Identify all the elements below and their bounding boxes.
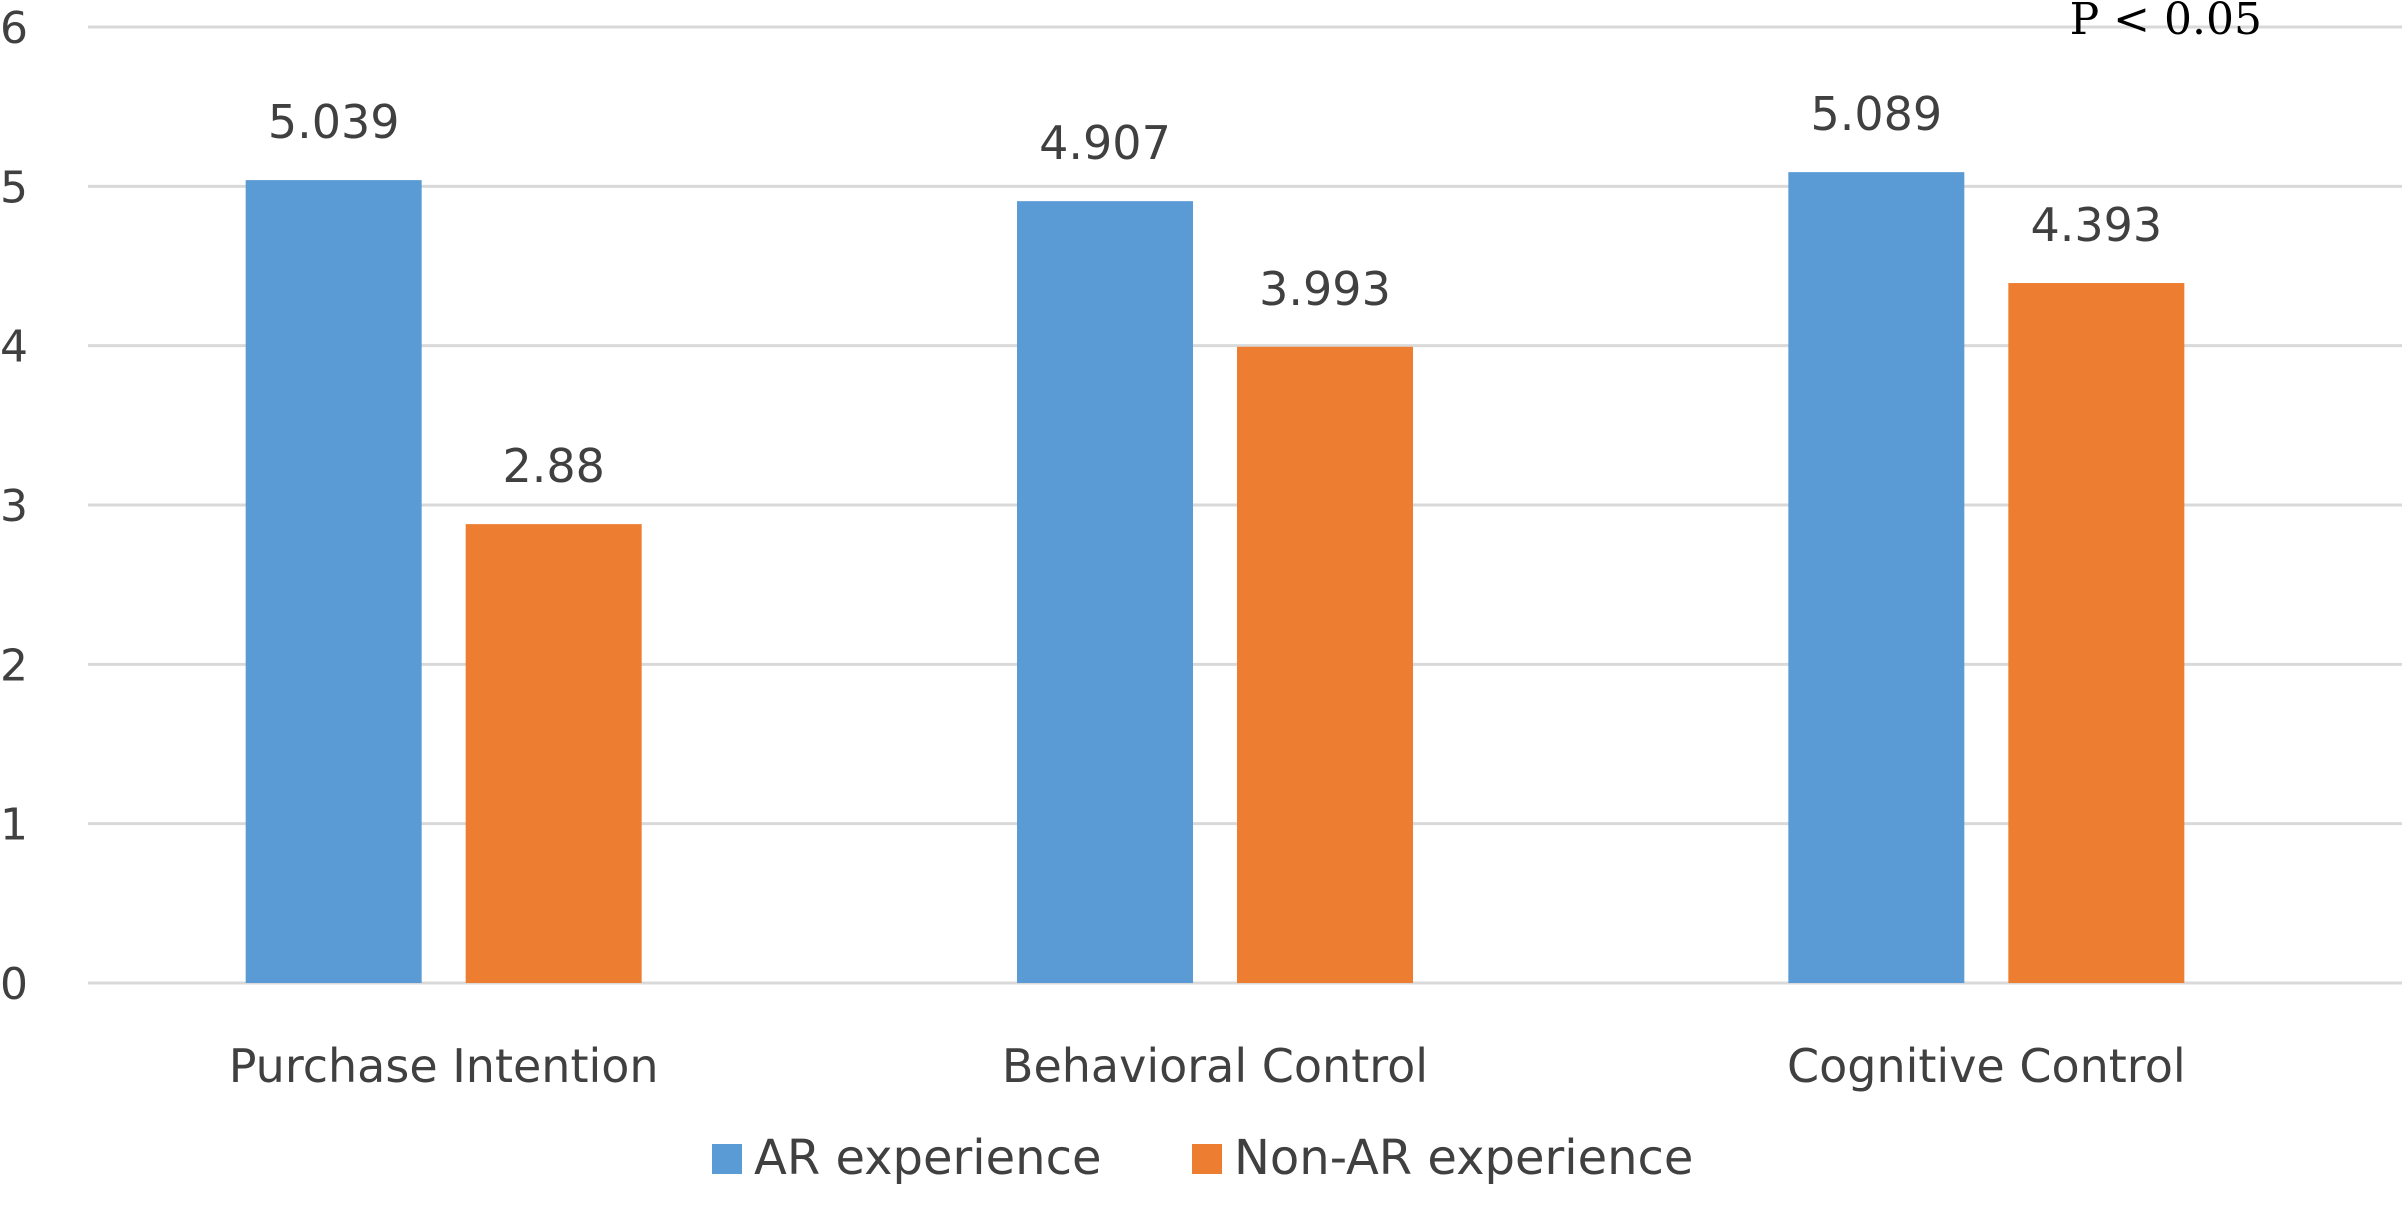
x-category-label: Cognitive Control [1787, 1039, 2186, 1093]
bar [245, 180, 422, 984]
bar [1237, 346, 1413, 984]
bar [1788, 172, 1965, 984]
x-category-label: Purchase Intention [229, 1039, 659, 1093]
bar [1017, 201, 1193, 983]
y-tick-label: 1 [0, 800, 28, 851]
bars [245, 172, 2185, 984]
bar [2008, 283, 2185, 983]
data-label: 2.88 [502, 439, 604, 493]
legend-label: Non-AR experience [1234, 1130, 1693, 1186]
bar [465, 524, 642, 983]
y-tick-label: 6 [0, 3, 28, 54]
y-tick-label: 4 [0, 322, 28, 373]
x-axis-categories: Purchase Intention Behavioral Control Cogn… [229, 1039, 2186, 1093]
data-label: 5.089 [1810, 87, 1942, 141]
data-label: 5.039 [268, 95, 400, 149]
y-axis-ticks: 0 1 2 3 4 5 6 [0, 3, 28, 1010]
data-labels: 5.039 2.88 4.907 3.993 5.089 4.393 [268, 87, 2162, 493]
y-tick-label: 5 [0, 162, 28, 213]
x-category-label: Behavioral Control [1002, 1039, 1428, 1093]
y-tick-label: 0 [0, 959, 28, 1010]
legend-label: AR experience [754, 1130, 1101, 1186]
legend-swatch [712, 1144, 742, 1174]
legend: AR experience Non-AR experience [712, 1130, 1693, 1186]
data-label: 4.393 [2030, 198, 2162, 252]
significance-annotation: P < 0.05 [2070, 0, 2262, 45]
y-tick-label: 3 [0, 481, 28, 532]
y-tick-label: 2 [0, 640, 28, 691]
data-label: 4.907 [1039, 116, 1171, 170]
data-label: 3.993 [1259, 262, 1391, 316]
legend-swatch [1192, 1144, 1222, 1174]
